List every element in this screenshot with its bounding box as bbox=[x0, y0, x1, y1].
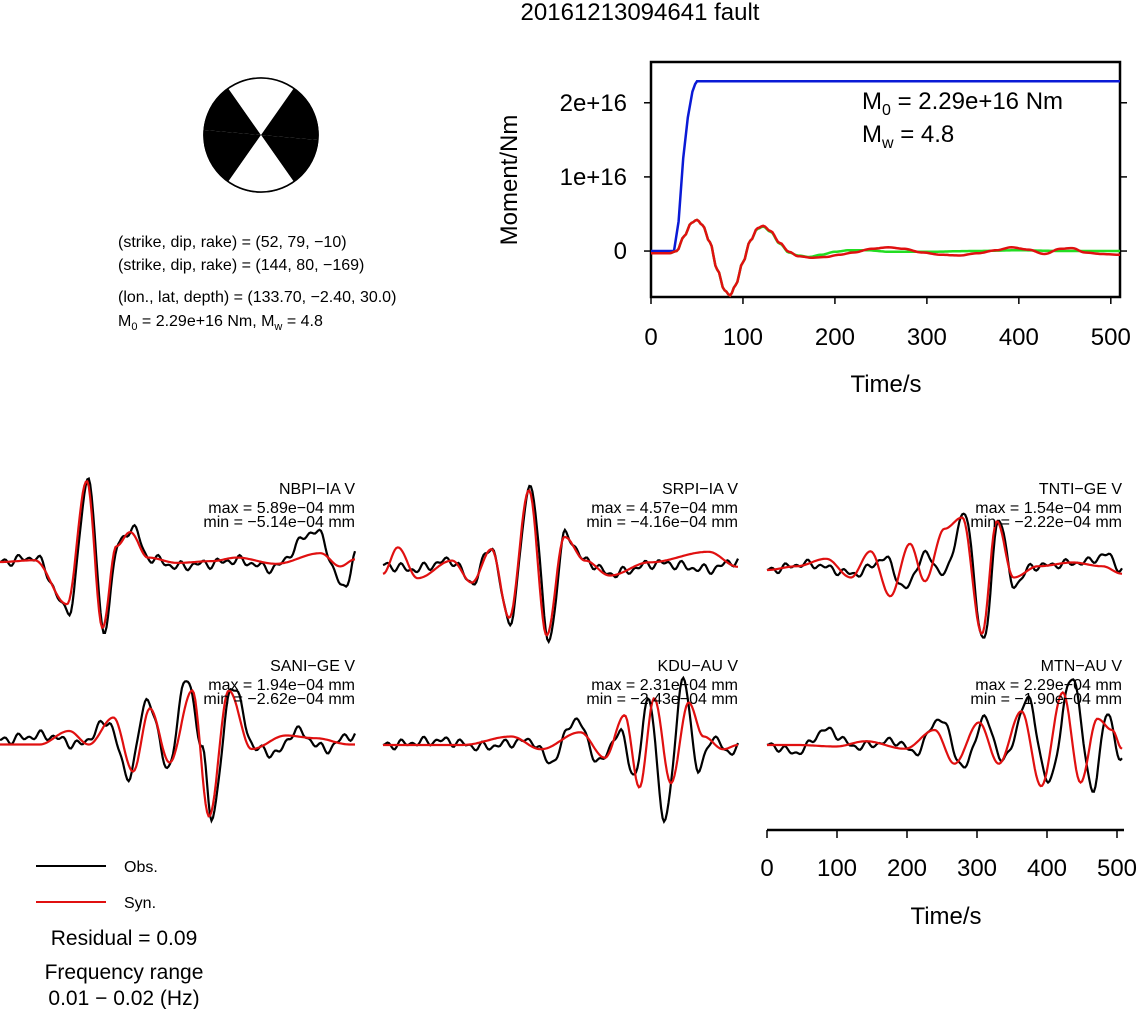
moment-ytick-label: 1e+16 bbox=[560, 164, 627, 191]
waveform-xtick-label: 500 bbox=[1097, 855, 1137, 882]
frequency-label: Frequency range bbox=[45, 961, 204, 984]
moment-m0-annotation: M0 = 2.29e+16 Nm bbox=[862, 88, 1063, 119]
legend-syn-label: Syn. bbox=[124, 895, 156, 912]
max-amplitude: max = 1.54e−04 mm bbox=[975, 500, 1122, 517]
moment-xtick-label: 0 bbox=[644, 324, 657, 351]
frequency-range: 0.01 − 0.02 (Hz) bbox=[48, 987, 199, 1009]
min-amplitude: min = −4.16e−04 mm bbox=[586, 514, 738, 531]
synthetic-trace bbox=[767, 516, 1123, 636]
moment-magnitude-summary: M0 = 2.29e+16 Nm, Mw = 4.8 bbox=[118, 313, 323, 333]
moment-plot-frame bbox=[649, 60, 1122, 299]
legend: Obs. Syn. bbox=[36, 859, 158, 912]
moment-rate-syn-line bbox=[651, 218, 1120, 298]
max-amplitude: max = 4.57e−04 mm bbox=[591, 500, 738, 517]
moment-ytick-label: 0 bbox=[614, 238, 627, 265]
min-amplitude: min = −1.90e−04 mm bbox=[970, 691, 1122, 708]
moment-xtick-label: 100 bbox=[723, 324, 763, 351]
figure-title: 20161213094641 fault bbox=[521, 0, 760, 26]
synthetic-trace bbox=[767, 691, 1123, 788]
residual-text: Residual = 0.09 bbox=[51, 927, 198, 950]
moment-xtick-label: 300 bbox=[907, 324, 947, 351]
station-label: SANI−GE V bbox=[270, 658, 355, 675]
observed-trace bbox=[0, 680, 356, 824]
waveform-xtick-label: 300 bbox=[957, 855, 997, 882]
moment-xtick-label: 200 bbox=[815, 324, 855, 351]
station-label: SRPI−IA V bbox=[662, 481, 738, 498]
station-label: MTN−AU V bbox=[1041, 658, 1123, 675]
moment-ytick-label: 2e+16 bbox=[560, 90, 627, 117]
waveform-xlabel: Time/s bbox=[910, 903, 981, 930]
moment-xtick-label: 400 bbox=[999, 324, 1039, 351]
cumulative-moment-line bbox=[651, 80, 1120, 253]
synthetic-trace bbox=[383, 697, 739, 789]
min-amplitude: min = −2.62e−04 mm bbox=[203, 691, 355, 708]
waveform-xtick-label: 100 bbox=[817, 855, 857, 882]
moment-plot: Moment/Nm Time/s M0 = 2.29e+16 Nm Mw = 4… bbox=[496, 60, 1131, 398]
synthetic-trace bbox=[382, 489, 739, 637]
max-amplitude: max = 5.89e−04 mm bbox=[208, 500, 355, 517]
waveform-xtick-label: 0 bbox=[760, 855, 773, 882]
min-amplitude: min = −5.14e−04 mm bbox=[203, 514, 355, 531]
max-amplitude: max = 2.29e−04 mm bbox=[975, 677, 1122, 694]
moment-xlabel: Time/s bbox=[850, 371, 921, 398]
observed-trace bbox=[766, 512, 1123, 639]
waveform-xtick-label: 400 bbox=[1027, 855, 1067, 882]
nodal-plane-1: (strike, dip, rake) = (52, 79, −10) bbox=[118, 234, 347, 251]
moment-ylabel: Moment/Nm bbox=[496, 115, 523, 246]
station-label: TNTI−GE V bbox=[1039, 481, 1122, 498]
moment-mw-annotation: Mw = 4.8 bbox=[862, 121, 954, 152]
synthetic-trace bbox=[0, 689, 355, 818]
station-label: KDU−AU V bbox=[658, 658, 739, 675]
beachball-icon bbox=[203, 77, 319, 193]
nodal-plane-2: (strike, dip, rake) = (144, 80, −169) bbox=[118, 257, 364, 274]
synthetic-trace bbox=[0, 480, 356, 630]
max-amplitude: max = 2.31e−04 mm bbox=[591, 677, 738, 694]
min-amplitude: min = −2.22e−04 mm bbox=[970, 514, 1122, 531]
observed-trace bbox=[382, 675, 740, 825]
legend-obs-label: Obs. bbox=[124, 859, 158, 876]
observed-trace bbox=[766, 678, 1123, 793]
max-amplitude: max = 1.94e−04 mm bbox=[208, 677, 355, 694]
station-label: NBPI−IA V bbox=[279, 481, 355, 498]
waveform-time-axis: Time/s 0 100 200 300 400 500 bbox=[760, 828, 1137, 930]
min-amplitude: min = −2.43e−04 mm bbox=[586, 691, 738, 708]
moment-xtick-label: 500 bbox=[1091, 324, 1131, 351]
hypocenter-location: (lon., lat, depth) = (133.70, −2.40, 30.… bbox=[118, 289, 396, 306]
observed-trace bbox=[0, 476, 357, 634]
waveform-xtick-label: 200 bbox=[887, 855, 927, 882]
